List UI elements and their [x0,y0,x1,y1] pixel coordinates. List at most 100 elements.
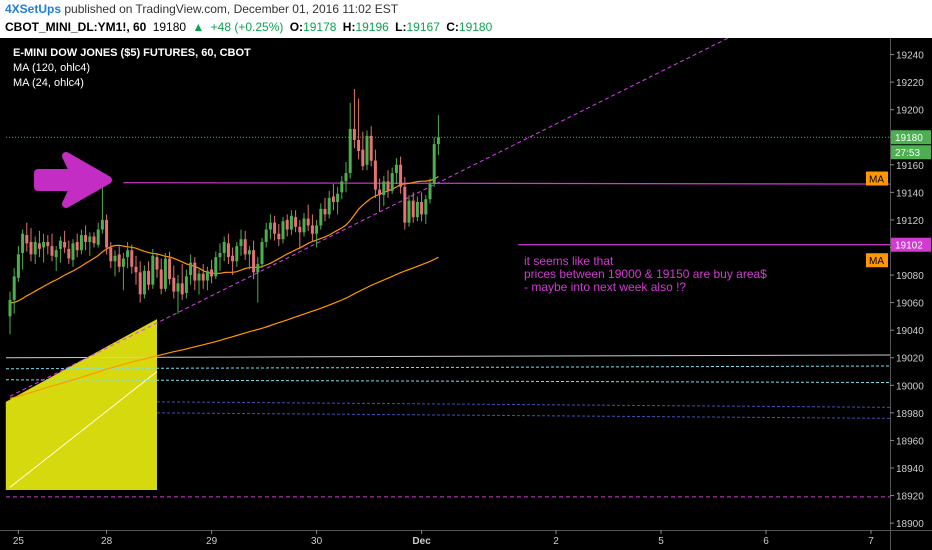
time-tick-label: 6 [763,536,769,547]
candle-body [8,299,12,317]
price-tick-label: 18920 [896,492,924,503]
candle-body [399,164,403,187]
price-tick-label: 19040 [896,326,924,337]
countdown-tag [891,145,931,160]
candle-body [432,144,436,185]
candle-body [273,222,277,234]
candle-body [130,250,134,267]
annotation-line-2: prices between 19000 & 19150 are buy are… [524,267,767,281]
price-tick-label: 19200 [896,106,924,117]
line-price-value: 19102 [895,241,923,252]
price-tick-label: 18900 [896,519,924,530]
symbol-label[interactable]: CBOT_MINI_DL:YM1!, 60 [5,20,147,34]
candle-body [184,276,188,293]
publish-text: published on TradingView.com, December 0… [64,2,399,16]
candle-body [403,186,407,223]
price-tick-label: 19000 [896,381,924,392]
candle-body [306,218,310,226]
candle-body [46,241,50,247]
time-tick-label: 30 [311,536,323,547]
triangle-diagonal [9,371,158,488]
open-label: O: [289,20,304,34]
candle-body [113,255,117,262]
price-chart[interactable]: 1924019220192001918019160191401912019100… [0,38,932,550]
candle-body [25,235,29,244]
price-tick-label: 19080 [896,271,924,282]
candle-body [42,241,46,248]
candle-body [29,241,33,255]
up-arrow-icon: ▲ [192,20,205,34]
candle-body [382,181,386,196]
candle-body [121,258,125,267]
candle-body [193,262,197,281]
candle-body [319,208,323,226]
candle-body [281,221,285,240]
candle-body [252,250,256,273]
candle-body [289,215,293,230]
candle-body [159,269,163,289]
candle-body [88,236,92,242]
horizontal-line [5,379,891,384]
last-price-tag [891,130,931,145]
candle-body [428,184,432,200]
candle-body [189,262,193,276]
candle-body [126,250,130,258]
price-tick-label: 19240 [896,51,924,62]
price-tick-label: 18980 [896,409,924,420]
candle-body [327,197,331,215]
candle-body [407,200,411,223]
price-tick-label: 19120 [896,216,924,227]
candle-body [197,273,201,281]
price-tick-label: 19160 [896,161,924,172]
candle-body [58,240,62,249]
ma120-tag [866,253,888,268]
time-tick-label: Dec [412,536,431,547]
candle-body [424,199,428,215]
candle-body [63,241,67,248]
candle-body [369,135,373,161]
candle-body [12,276,16,300]
close-label: C: [446,20,459,34]
price-tick-label: 18960 [896,436,924,447]
candle-body [340,181,344,193]
candle-body [163,258,167,289]
time-tick-label: 7 [868,536,874,547]
candle-body [310,225,314,234]
candle-body [315,225,319,234]
author-link[interactable]: 4XSetUps [5,2,62,16]
candle-body [264,229,268,242]
candle-body [16,254,20,278]
last-price: 19180 [152,20,187,34]
ma24-tag [866,171,888,186]
candle-body [155,257,159,270]
candle-body [218,252,222,258]
candle-body [247,250,251,255]
candle-body [79,235,83,251]
candle-body [151,255,155,285]
candle-body [96,229,100,245]
candle-body [50,246,54,256]
price-tick-label: 19060 [896,299,924,310]
candle-body [256,264,260,273]
candle-body [71,243,75,260]
candle-body [105,219,109,248]
ma120-legend[interactable]: MA (120, ohlc4) [13,62,91,74]
annotation-line-3: - maybe into next week also !? [524,280,687,294]
time-tick-label: 28 [101,536,113,547]
candle-body [109,247,113,262]
change-value: +48 (+0.25%) [210,20,284,34]
candle-body [147,270,151,285]
candle-body [21,233,25,253]
candle-body [134,266,138,273]
time-tick-label: 25 [13,536,25,547]
time-axis-background [0,530,890,550]
candle-body [92,236,96,244]
candle-body [390,173,394,191]
candle-body [75,241,79,251]
candle-body [231,255,235,262]
chart-area[interactable]: 1924019220192001918019160191401912019100… [0,38,932,550]
candle-body [302,218,306,233]
candle-body [168,258,172,280]
ma24-legend[interactable]: MA (24, ohlc4) [13,77,84,89]
candle-body [285,219,289,230]
